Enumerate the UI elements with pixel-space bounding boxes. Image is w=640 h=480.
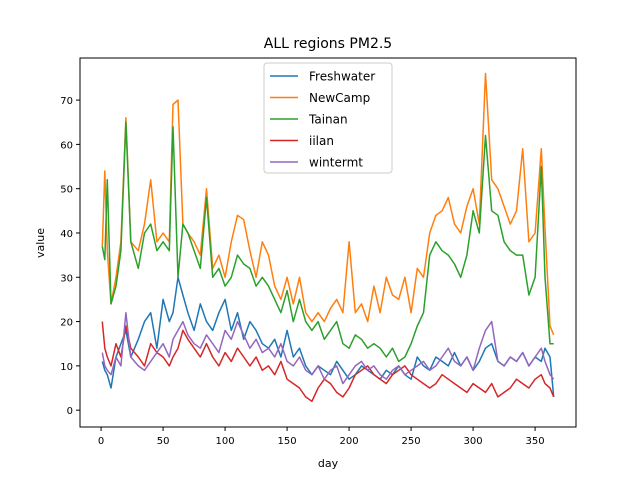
- x-tick-label: 100: [216, 436, 235, 447]
- y-tick-label: 40: [60, 229, 73, 240]
- x-tick-label: 50: [157, 436, 170, 447]
- legend: Freshwater NewCamp Tainan iilan wintermt: [263, 62, 393, 174]
- y-axis-label: value: [34, 228, 47, 258]
- series-line-iilan: [101, 321, 555, 403]
- y-tick-label: 0: [67, 406, 73, 417]
- x-tick-label: 300: [464, 436, 483, 447]
- y-tick-label: 10: [60, 362, 73, 373]
- series-line-newcamp: [101, 72, 555, 336]
- y-tick-label: 30: [60, 273, 73, 284]
- series-line-freshwater: [101, 276, 555, 397]
- series-line-tainan: [101, 121, 554, 363]
- x-tick-label: 250: [402, 436, 421, 447]
- plot-lines: [101, 72, 555, 403]
- legend-label-freshwater: Freshwater: [309, 70, 375, 84]
- y-tick-label: 20: [60, 318, 73, 329]
- legend-label-iilan: iilan: [309, 134, 334, 148]
- y-tick-label: 60: [60, 140, 73, 151]
- x-tick-label: 350: [526, 436, 545, 447]
- x-axis-ticks: 0 50 100 150 200 250 300 350: [98, 427, 545, 447]
- legend-box: [263, 62, 393, 174]
- legend-label-newcamp: NewCamp: [309, 91, 370, 105]
- y-tick-label: 50: [60, 185, 73, 196]
- x-tick-label: 200: [340, 436, 359, 447]
- legend-label-wintermt: wintermt: [309, 156, 363, 170]
- legend-label-tainan: Tainan: [308, 113, 348, 127]
- chart-title: ALL regions PM2.5: [264, 36, 392, 52]
- plot-frame: [79, 57, 577, 428]
- series-line-wintermt: [101, 311, 555, 385]
- x-tick-label: 0: [98, 436, 104, 447]
- y-axis-ticks: 0 10 20 30 40 50 60 70: [60, 96, 80, 417]
- x-axis-label: day: [318, 457, 339, 470]
- y-tick-label: 70: [60, 96, 73, 107]
- x-tick-label: 150: [278, 436, 297, 447]
